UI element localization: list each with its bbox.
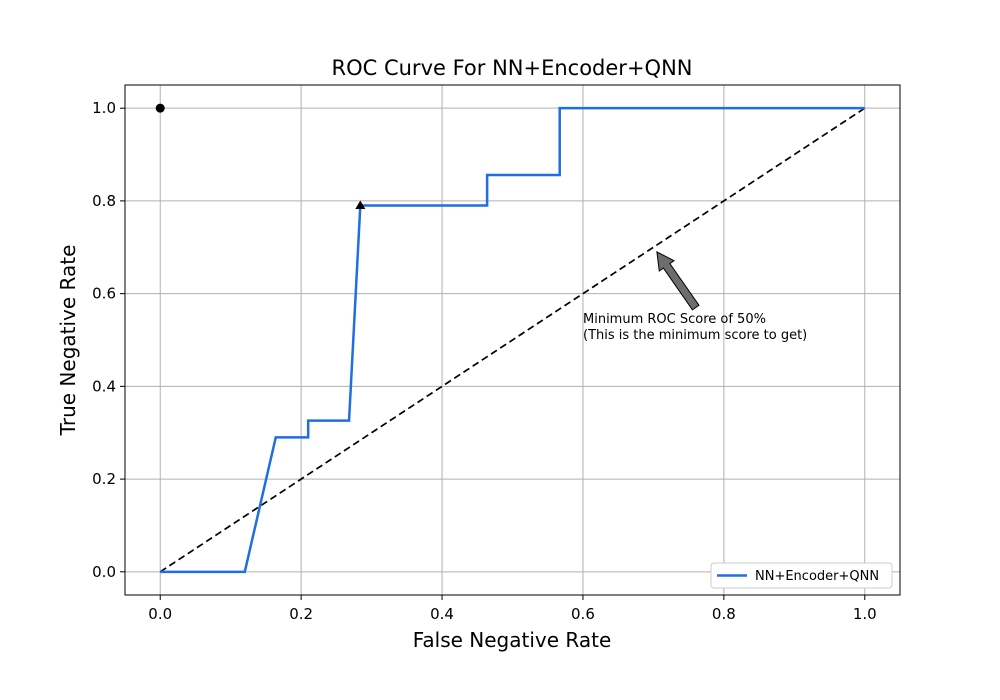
annotation-line-2: (This is the minimum score to get) bbox=[583, 328, 807, 343]
y-tick-label: 0.2 bbox=[92, 470, 116, 488]
legend-label: NN+Encoder+QNN bbox=[755, 569, 879, 584]
legend: NN+Encoder+QNN bbox=[710, 562, 893, 589]
x-tick-label: 0.4 bbox=[430, 605, 454, 623]
y-tick-label: 0.8 bbox=[92, 192, 116, 210]
point-marker-triangle bbox=[355, 200, 366, 210]
plot-frame bbox=[124, 84, 901, 596]
ticks: 0.0 0.2 0.4 0.6 0.8 1.0 0.0 0.2 0.4 0.6 0.8 1.0 bbox=[92, 99, 877, 623]
x-tick-label: 0.8 bbox=[712, 605, 736, 623]
annotation-line-1: Minimum ROC Score of 50% bbox=[583, 312, 766, 327]
x-tick-label: 0.0 bbox=[148, 605, 172, 623]
grid bbox=[125, 85, 900, 595]
annotation-arrow bbox=[656, 251, 700, 311]
chart-title: ROC Curve For NN+Encoder+QNN bbox=[332, 56, 693, 80]
reference-diagonal-line bbox=[159, 107, 866, 573]
x-axis-label: False Negative Rate bbox=[413, 628, 612, 652]
y-tick-label: 0.0 bbox=[92, 563, 116, 581]
x-tick-label: 0.6 bbox=[571, 605, 595, 623]
y-tick-label: 1.0 bbox=[92, 99, 116, 117]
x-tick-label: 1.0 bbox=[853, 605, 877, 623]
y-axis-label: True Negative Rate bbox=[56, 245, 80, 437]
x-tick-label: 0.2 bbox=[289, 605, 313, 623]
series-line-0 bbox=[160, 106, 865, 574]
point-marker-circle bbox=[155, 103, 165, 113]
y-tick-label: 0.6 bbox=[92, 285, 116, 303]
legend-box bbox=[710, 562, 893, 589]
annotation: Minimum ROC Score of 50% (This is the mi… bbox=[583, 251, 807, 343]
y-tick-label: 0.4 bbox=[92, 377, 116, 395]
plot-area bbox=[155, 103, 866, 574]
